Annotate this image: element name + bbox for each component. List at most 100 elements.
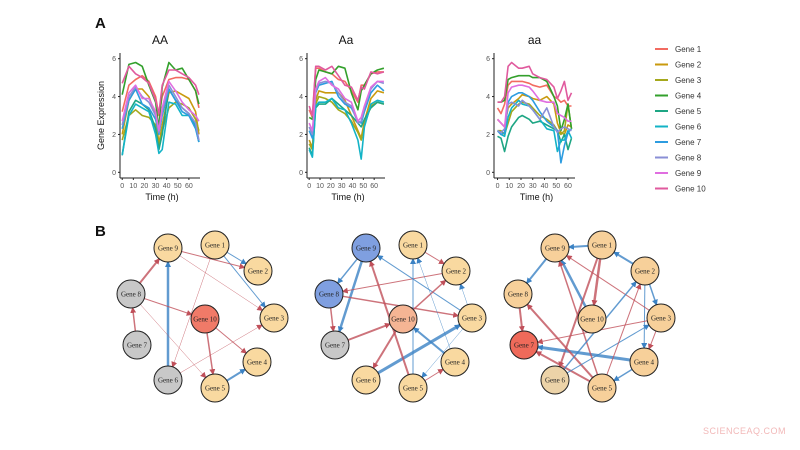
node-label: Gene 2	[635, 268, 656, 276]
node-label: Gene 9	[356, 245, 377, 253]
node-circle	[153, 233, 183, 263]
node-gene-8: Gene 8	[116, 279, 146, 309]
node-label: Gene 6	[545, 377, 566, 385]
edge-activation	[337, 260, 363, 333]
edge-activation	[641, 284, 648, 350]
x-tick-label: 10	[316, 183, 324, 190]
node-label: Gene 2	[248, 268, 269, 276]
node-gene-5: Gene 5	[398, 373, 428, 403]
panel-label-a: A	[95, 15, 106, 32]
edge-activation	[567, 243, 589, 250]
series-line-gene-10	[497, 61, 573, 103]
network-3: Gene 1 Gene 2 Gene 3 Gene 4 Gene 5 Gene 6 Gene…	[503, 230, 676, 403]
node-gene-5: Gene 5	[587, 373, 617, 403]
node-label: Gene 4	[634, 359, 655, 367]
x-tick-label: 0	[120, 183, 124, 190]
node-circle	[440, 347, 470, 377]
node-gene-9: Gene 9	[153, 233, 183, 263]
node-circle	[577, 304, 607, 334]
legend-label-gene-1: Gene 1	[675, 45, 702, 54]
x-tick-label: 40	[349, 183, 357, 190]
node-gene-8: Gene 8	[314, 279, 344, 309]
node-circle	[630, 256, 660, 286]
x-tick-label: 20	[327, 183, 335, 190]
legend-label-gene-5: Gene 5	[675, 107, 702, 116]
x-tick-label: 20	[517, 183, 525, 190]
node-circle	[629, 347, 659, 377]
edge-activation	[377, 323, 461, 375]
legend-label-gene-10: Gene 10	[675, 185, 706, 194]
node-label: Gene 8	[508, 291, 529, 299]
legend-label-gene-4: Gene 4	[675, 92, 702, 101]
watermark: SCIENCEAQ.COM	[702, 426, 786, 436]
y-tick-label: 2	[486, 132, 490, 139]
edge-repression	[372, 330, 397, 369]
x-tick-label: 50	[552, 183, 560, 190]
series-line-gene-10	[121, 65, 200, 115]
x-tick-label: 0	[307, 183, 311, 190]
x-tick-label: 40	[163, 183, 171, 190]
edge-activation	[536, 344, 631, 362]
y-tick-label: 0	[299, 170, 303, 177]
x-tick-label: 20	[141, 183, 149, 190]
panel-label-b: B	[95, 223, 106, 240]
edge-repression	[215, 327, 247, 354]
y-tick-label: 6	[112, 56, 116, 63]
node-gene-2: Gene 2	[243, 256, 273, 286]
node-gene-10: Gene 10	[577, 304, 607, 334]
edge-repression	[565, 255, 650, 311]
y-tick-label: 0	[486, 170, 490, 177]
series-line-gene-1	[496, 80, 572, 115]
node-gene-7: Gene 7	[509, 330, 539, 360]
chart-title: Aa	[339, 33, 354, 47]
x-tick-label: 30	[529, 183, 537, 190]
node-label: Gene 10	[391, 316, 415, 324]
node-gene-3: Gene 3	[457, 303, 487, 333]
node-label: Gene 4	[247, 359, 268, 367]
node-circle	[503, 279, 533, 309]
edge-repression	[606, 283, 642, 376]
series-line-gene-7	[308, 80, 385, 139]
y-tick-label: 2	[112, 132, 116, 139]
legend-label-gene-2: Gene 2	[675, 61, 702, 70]
node-circle	[242, 347, 272, 377]
y-tick-label: 4	[299, 94, 303, 101]
edge-repression	[179, 324, 263, 374]
node-gene-6: Gene 6	[153, 365, 183, 395]
edge-repression	[341, 273, 443, 294]
node-gene-8: Gene 8	[503, 279, 533, 309]
node-gene-9: Gene 9	[351, 233, 381, 263]
edge-repression	[140, 304, 207, 379]
series-line-gene-4	[497, 74, 573, 132]
series-line-gene-9	[308, 76, 384, 132]
node-gene-2: Gene 2	[630, 256, 660, 286]
node-gene-7: Gene 7	[122, 330, 152, 360]
node-label: Gene 9	[545, 245, 566, 253]
node-gene-4: Gene 4	[440, 347, 470, 377]
y-tick-label: 4	[112, 94, 116, 101]
node-circle	[540, 365, 570, 395]
node-label: Gene 6	[356, 377, 377, 385]
series-line-gene-8	[497, 99, 572, 134]
node-circle	[351, 365, 381, 395]
node-circle	[646, 303, 676, 333]
x-axis-label: Time (h)	[331, 192, 364, 202]
node-circle	[540, 233, 570, 263]
node-circle	[509, 330, 539, 360]
node-circle	[351, 233, 381, 263]
y-tick-label: 2	[299, 132, 303, 139]
edge-activation	[560, 259, 587, 308]
node-gene-4: Gene 4	[629, 347, 659, 377]
node-label: Gene 10	[580, 316, 604, 324]
edge-repression	[206, 332, 216, 376]
legend: Gene 1 Gene 2 Gene 3 Gene 4 Gene 5 Gene 6 Gene…	[655, 45, 706, 194]
edge-repression	[329, 307, 336, 333]
node-circle	[200, 373, 230, 403]
node-circle	[398, 373, 428, 403]
legend-label-gene-8: Gene 8	[675, 154, 702, 163]
x-tick-label: 60	[564, 183, 572, 190]
network-1: Gene 1 Gene 2 Gene 3 Gene 4 Gene 5 Gene 6 Gene…	[116, 230, 289, 403]
